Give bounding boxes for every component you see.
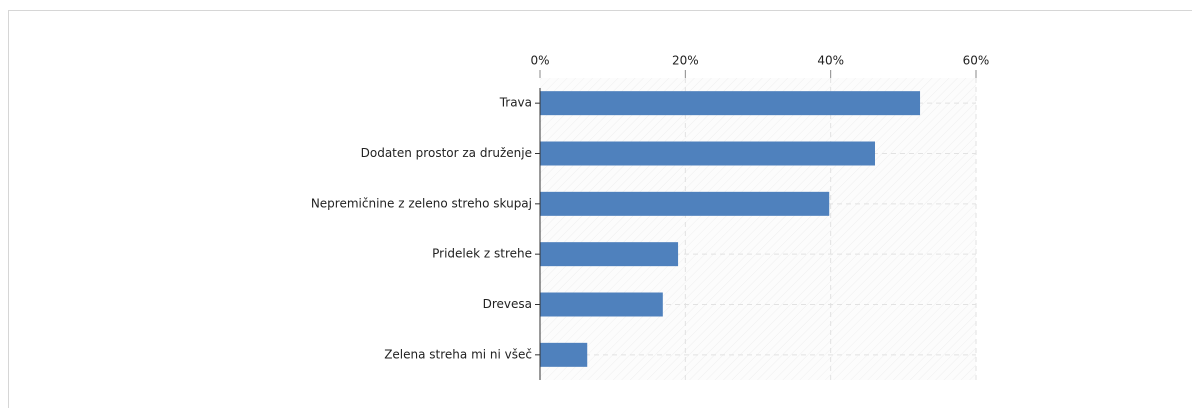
bar bbox=[540, 342, 588, 367]
bar bbox=[540, 242, 679, 267]
x-tick-label: 60% bbox=[963, 54, 990, 68]
y-tick-label: Zelena streha mi ni všeč bbox=[384, 347, 532, 361]
x-tick-label: 0% bbox=[530, 54, 549, 68]
bar bbox=[540, 141, 875, 166]
y-tick-label: Dodaten prostor za druženje bbox=[361, 146, 532, 160]
bar bbox=[540, 292, 663, 317]
y-tick-label: Trava bbox=[499, 96, 532, 110]
bar bbox=[540, 91, 921, 116]
y-tick-label: Nepremičnine z zeleno streho skupaj bbox=[311, 196, 532, 210]
bar bbox=[540, 191, 830, 216]
y-tick-label: Pridelek z strehe bbox=[432, 247, 532, 261]
x-tick-label: 20% bbox=[672, 54, 699, 68]
plot-area bbox=[540, 78, 976, 380]
x-tick-label: 40% bbox=[817, 54, 844, 68]
y-tick-label: Drevesa bbox=[483, 297, 532, 311]
